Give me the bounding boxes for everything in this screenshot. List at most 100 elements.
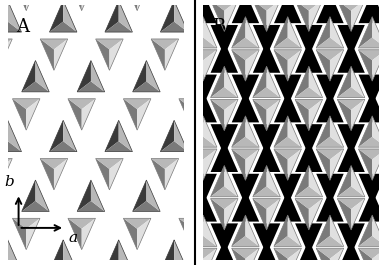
Polygon shape [202, 180, 216, 211]
Polygon shape [0, 39, 12, 70]
Polygon shape [316, 236, 344, 246]
Polygon shape [211, 165, 224, 197]
Polygon shape [50, 261, 77, 265]
Polygon shape [203, 50, 217, 81]
Polygon shape [211, 198, 238, 209]
Polygon shape [245, 50, 259, 81]
Polygon shape [316, 248, 330, 265]
Polygon shape [188, 180, 202, 211]
Polygon shape [274, 0, 301, 23]
Polygon shape [193, 218, 206, 250]
Polygon shape [330, 17, 344, 48]
Polygon shape [316, 149, 330, 180]
Polygon shape [174, 120, 188, 152]
Polygon shape [253, 25, 280, 56]
Polygon shape [105, 21, 132, 32]
Polygon shape [36, 180, 49, 211]
Polygon shape [50, 1, 63, 32]
Polygon shape [232, 149, 259, 160]
Polygon shape [96, 158, 110, 190]
Polygon shape [267, 198, 280, 230]
Polygon shape [274, 37, 301, 48]
Polygon shape [91, 180, 104, 211]
Polygon shape [0, 261, 21, 265]
Polygon shape [337, 99, 351, 131]
Polygon shape [119, 1, 132, 32]
Polygon shape [245, 248, 259, 265]
Polygon shape [77, 201, 104, 211]
Polygon shape [337, 223, 365, 255]
Polygon shape [119, 240, 132, 265]
Polygon shape [77, 180, 91, 211]
Polygon shape [190, 215, 203, 246]
Polygon shape [190, 91, 217, 122]
Polygon shape [358, 50, 372, 81]
Polygon shape [211, 99, 224, 131]
Polygon shape [224, 99, 238, 131]
Polygon shape [133, 60, 146, 92]
Polygon shape [190, 248, 217, 259]
Polygon shape [295, 141, 322, 172]
Polygon shape [351, 66, 365, 98]
Polygon shape [179, 218, 193, 250]
Polygon shape [190, 17, 203, 48]
Polygon shape [358, 149, 372, 180]
Polygon shape [190, 0, 217, 23]
Polygon shape [211, 141, 238, 172]
Polygon shape [295, 99, 309, 131]
Polygon shape [253, 0, 280, 11]
Polygon shape [40, 158, 54, 190]
Polygon shape [96, 39, 123, 50]
Polygon shape [253, 198, 280, 209]
Polygon shape [68, 99, 96, 109]
Polygon shape [232, 236, 259, 246]
Polygon shape [337, 66, 351, 98]
Polygon shape [232, 17, 245, 48]
Polygon shape [160, 21, 188, 32]
Polygon shape [316, 190, 344, 222]
Polygon shape [232, 0, 259, 7]
Polygon shape [224, 0, 238, 32]
Polygon shape [63, 120, 77, 152]
Polygon shape [63, 240, 77, 265]
Polygon shape [0, 240, 8, 265]
Polygon shape [211, 186, 238, 197]
Polygon shape [211, 223, 238, 255]
Polygon shape [96, 39, 110, 70]
Polygon shape [232, 137, 259, 147]
Polygon shape [165, 39, 179, 70]
Polygon shape [288, 149, 301, 180]
Polygon shape [211, 25, 238, 56]
Polygon shape [337, 124, 365, 156]
Polygon shape [96, 158, 123, 169]
Polygon shape [82, 0, 96, 11]
Polygon shape [316, 149, 344, 160]
Polygon shape [288, 215, 301, 246]
Polygon shape [358, 50, 386, 60]
Polygon shape [351, 0, 365, 32]
Polygon shape [77, 81, 104, 92]
Polygon shape [22, 180, 36, 211]
Polygon shape [146, 180, 160, 211]
Polygon shape [358, 174, 386, 205]
Polygon shape [316, 50, 330, 81]
Polygon shape [267, 66, 280, 98]
Polygon shape [211, 41, 238, 73]
Polygon shape [316, 215, 330, 246]
Polygon shape [295, 0, 309, 32]
Polygon shape [82, 218, 96, 250]
Polygon shape [274, 149, 301, 160]
Polygon shape [232, 50, 259, 60]
Polygon shape [295, 99, 322, 110]
Polygon shape [137, 0, 151, 11]
Polygon shape [337, 41, 365, 73]
Polygon shape [358, 137, 386, 147]
Polygon shape [8, 240, 21, 265]
Polygon shape [193, 99, 206, 130]
Polygon shape [190, 0, 217, 7]
Polygon shape [68, 0, 82, 11]
Polygon shape [309, 66, 322, 98]
Polygon shape [274, 137, 301, 147]
Polygon shape [253, 141, 280, 172]
Text: b: b [4, 175, 14, 189]
